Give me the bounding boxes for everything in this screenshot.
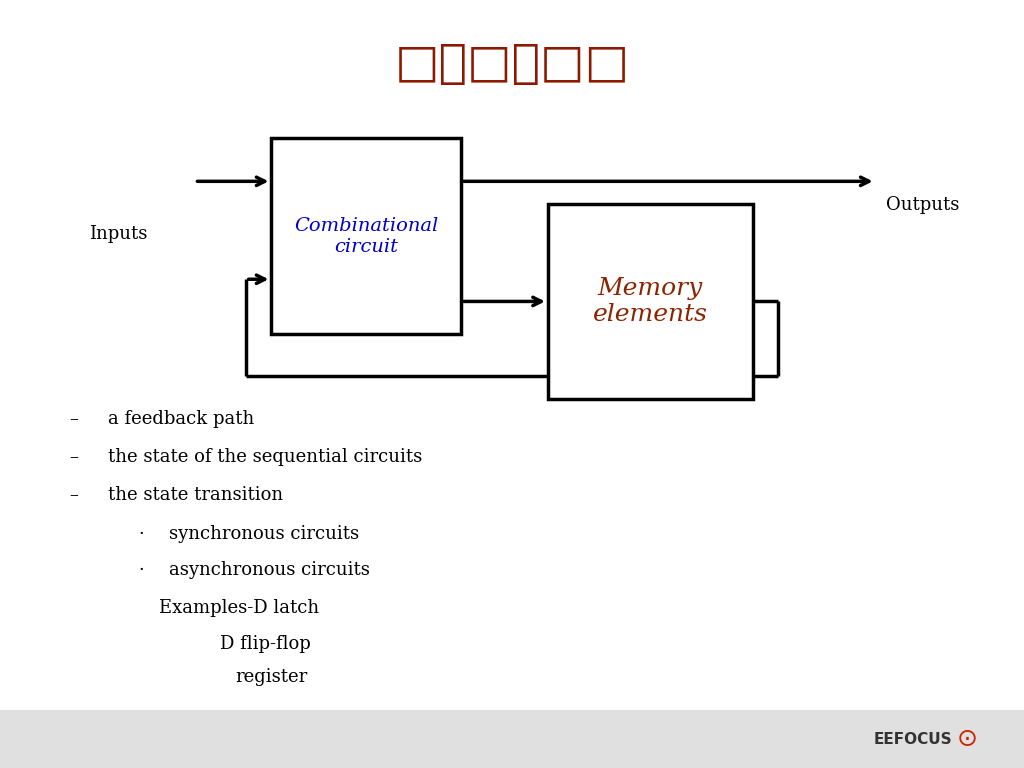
Bar bbox=[271, 138, 461, 334]
Text: D flip-flop: D flip-flop bbox=[220, 634, 311, 653]
Bar bbox=[0, 710, 1024, 768]
Text: ·: · bbox=[138, 525, 144, 543]
Text: Inputs: Inputs bbox=[88, 225, 147, 243]
Text: the state of the sequential circuits: the state of the sequential circuits bbox=[108, 448, 422, 466]
Text: Combinational
circuit: Combinational circuit bbox=[294, 217, 438, 256]
Text: EEFOCUS: EEFOCUS bbox=[873, 732, 952, 746]
Text: –: – bbox=[70, 486, 79, 505]
Text: □序□路□□: □序□路□□ bbox=[394, 42, 630, 88]
Text: asynchronous circuits: asynchronous circuits bbox=[169, 561, 370, 579]
Text: register: register bbox=[236, 668, 308, 687]
Text: ⊙: ⊙ bbox=[957, 727, 978, 751]
Text: synchronous circuits: synchronous circuits bbox=[169, 525, 359, 543]
Text: –: – bbox=[70, 448, 79, 466]
Text: –: – bbox=[70, 409, 79, 428]
Text: Outputs: Outputs bbox=[886, 196, 959, 214]
Text: Examples-D latch: Examples-D latch bbox=[159, 599, 318, 617]
Text: a feedback path: a feedback path bbox=[108, 409, 254, 428]
Text: Memory
elements: Memory elements bbox=[593, 276, 708, 326]
Bar bbox=[548, 204, 753, 399]
Text: the state transition: the state transition bbox=[108, 486, 283, 505]
Text: ·: · bbox=[138, 561, 144, 579]
